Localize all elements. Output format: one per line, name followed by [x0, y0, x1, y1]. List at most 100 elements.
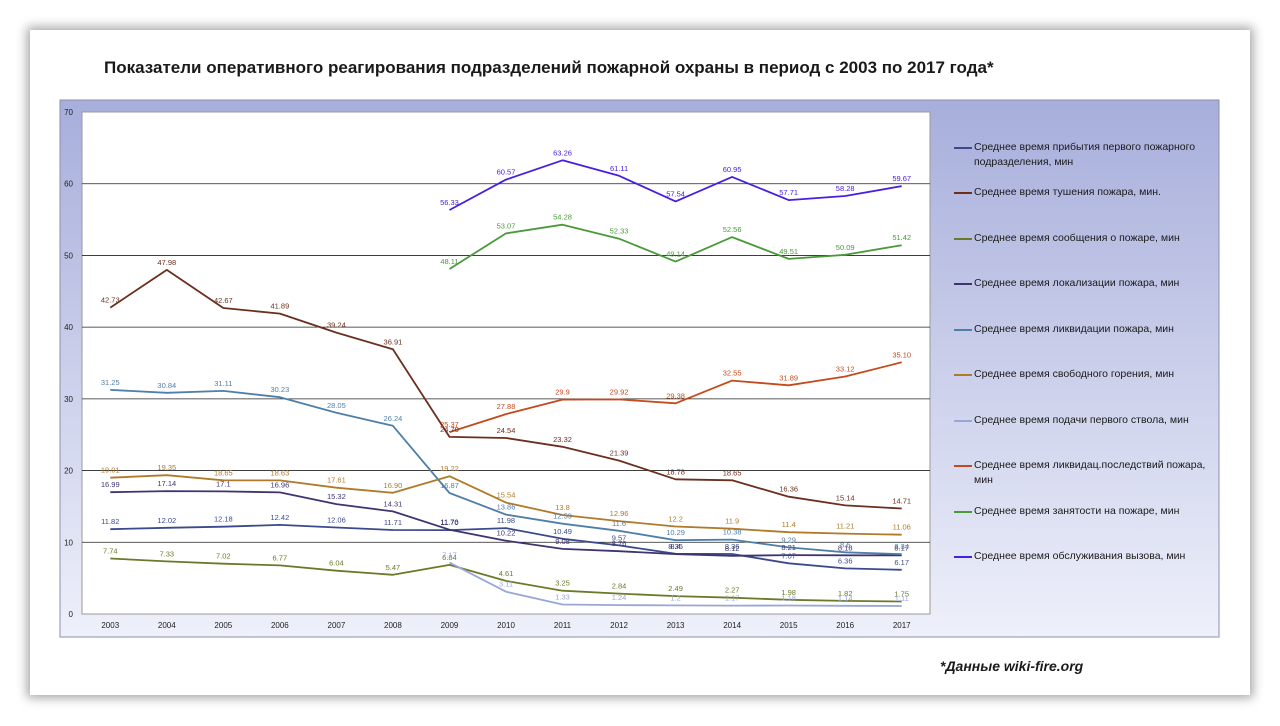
legend-label: Среднее время ликвидации пожара, мин: [974, 323, 1174, 335]
data-label: 11.9: [725, 517, 739, 526]
data-label: 25.37: [440, 420, 459, 429]
data-label: 8.76: [612, 539, 627, 548]
data-label: 30.23: [270, 385, 289, 394]
data-label: 10.38: [723, 528, 742, 537]
legend-swatch: [954, 420, 972, 422]
series-line-0: [110, 524, 902, 571]
data-label: 1.14: [838, 594, 853, 603]
data-label: 57.54: [666, 189, 685, 198]
series-line-4: [110, 389, 902, 556]
data-label: 31.89: [779, 373, 798, 382]
data-label: 9.29: [781, 535, 796, 544]
data-label: 15.54: [497, 491, 516, 500]
legend-label: Среднее время свободного горения, мин: [974, 368, 1175, 380]
data-label: 8.12: [725, 544, 740, 553]
data-label: 1.17: [725, 594, 740, 603]
data-label: 57.71: [779, 188, 798, 197]
data-label: 53.07: [497, 221, 516, 230]
data-label: 24.54: [497, 426, 516, 435]
legend-label: Среднее время обслуживания вызова, мин: [974, 550, 1186, 562]
data-label: 8.21: [781, 543, 796, 552]
data-label: 3.25: [555, 579, 570, 588]
x-tick-label: 2012: [610, 621, 628, 630]
data-label: 31.25: [101, 378, 120, 387]
data-label: 8.35: [668, 542, 683, 551]
data-label: 1.24: [612, 593, 627, 602]
data-label: 7.02: [216, 552, 231, 561]
data-label: 26.24: [384, 414, 403, 423]
data-label: 11.82: [101, 517, 119, 526]
x-tick-label: 2004: [158, 621, 176, 630]
data-label: 19.22: [440, 464, 459, 473]
data-label: 8.36: [725, 542, 740, 551]
data-label: 33.12: [836, 364, 855, 373]
data-label: 6.17: [894, 558, 909, 567]
data-label: 7.07: [781, 551, 796, 560]
legend-item: Среднее время локализации пожара, мин: [954, 276, 1222, 291]
x-tick-label: 2003: [101, 621, 119, 630]
legend-item: Среднее время обслуживания вызова, мин: [954, 549, 1222, 564]
data-label: 10.49: [553, 527, 572, 536]
data-label: 8.4: [670, 542, 680, 551]
chart-title: Показатели оперативного реагирования под…: [104, 58, 994, 77]
data-label: 10.22: [497, 529, 516, 538]
legend-item: Среднее время ликвидац.последствий пожар…: [954, 458, 1222, 488]
series-line-6: [449, 561, 902, 607]
data-label: 21.39: [610, 449, 629, 458]
data-label: 1.11: [895, 594, 909, 603]
data-label: 51.42: [892, 233, 911, 242]
data-label: 39.24: [327, 321, 346, 330]
data-label: 28.05: [327, 401, 346, 410]
legend-swatch: [954, 511, 972, 513]
data-label: 61.11: [610, 164, 628, 173]
series-line-2: [110, 557, 902, 603]
data-label: 12.06: [327, 516, 346, 525]
data-label: 1.98: [781, 588, 796, 597]
x-tick-label: 2015: [780, 621, 798, 630]
data-label: 11.21: [836, 522, 854, 531]
legend-label: Среднее время локализации пожара, мин: [974, 277, 1180, 289]
x-tick-label: 2005: [214, 621, 232, 630]
legend-label: Среднее время тушения пожара, мин.: [974, 186, 1161, 198]
series-line-3: [110, 490, 902, 557]
data-label: 1.18: [781, 594, 796, 603]
data-label: 12.2: [668, 515, 683, 524]
data-label: 11.71: [384, 518, 402, 527]
x-tick-label: 2013: [667, 621, 685, 630]
legend-item: Среднее время ликвидации пожара, мин: [954, 322, 1222, 337]
data-label: 29.9: [555, 388, 570, 397]
data-label: 59.67: [892, 174, 911, 183]
y-tick-label: 0: [69, 610, 74, 619]
data-label: 32.55: [723, 369, 742, 378]
legend-swatch: [954, 147, 972, 149]
data-label: 11.4: [782, 520, 796, 529]
data-label: 1.2: [670, 593, 680, 602]
legend-item: Среднее время свободного горения, мин: [954, 367, 1222, 382]
legend-swatch: [954, 556, 972, 558]
series-line-8: [449, 223, 902, 270]
data-label: 16.36: [779, 485, 798, 494]
data-label: 60.95: [723, 165, 742, 174]
data-label: 24.70: [440, 425, 459, 434]
x-tick-label: 2014: [723, 621, 741, 630]
y-tick-label: 50: [64, 251, 73, 260]
data-label: 2.27: [725, 586, 740, 595]
plot-area: [81, 111, 931, 615]
x-tick-label: 2009: [441, 621, 459, 630]
footnote: *Данные wiki-fire.org: [940, 658, 1084, 674]
data-label: 41.89: [270, 302, 289, 311]
data-label: 58.28: [836, 184, 855, 193]
data-label: 7.74: [103, 546, 118, 555]
data-label: 10.29: [666, 528, 685, 537]
data-label: 29.38: [666, 391, 685, 400]
data-label: 19.35: [157, 463, 176, 472]
data-label: 11.06: [893, 523, 911, 532]
data-label: 12.18: [214, 515, 233, 524]
x-tick-label: 2010: [497, 621, 515, 630]
data-label: 35.10: [892, 350, 911, 359]
data-label: 9.57: [612, 533, 627, 542]
data-label: 31.11: [214, 379, 232, 388]
data-label: 18.63: [270, 468, 289, 477]
data-label: 23.32: [553, 435, 572, 444]
data-label: 8.6: [840, 540, 850, 549]
